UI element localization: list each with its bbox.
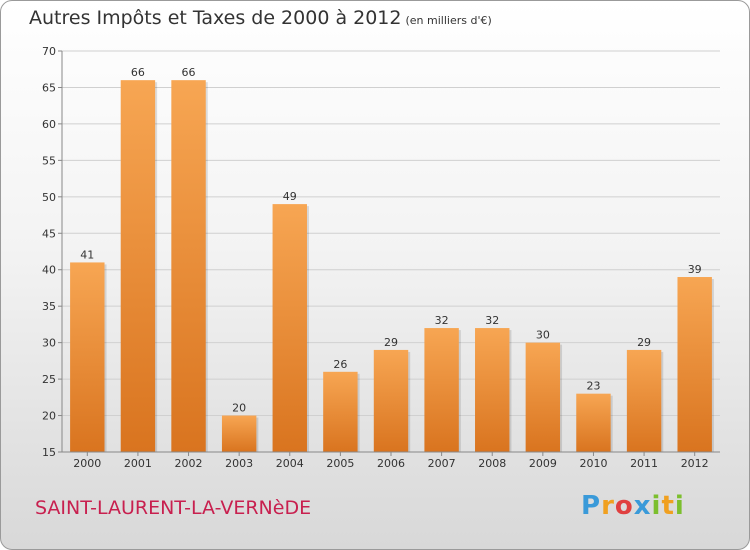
bar-2009 bbox=[525, 342, 561, 452]
value-label: 66 bbox=[182, 66, 196, 79]
bar-2002 bbox=[171, 80, 206, 452]
x-tick-label: 2006 bbox=[377, 457, 405, 470]
y-tick-label: 45 bbox=[42, 227, 56, 240]
commune-name: SAINT-LAURENT-LA-VERNèDE bbox=[35, 497, 312, 519]
value-label: 49 bbox=[283, 190, 297, 203]
bar-2008 bbox=[475, 328, 510, 452]
y-tick-label: 25 bbox=[42, 373, 56, 386]
x-tick-label: 2010 bbox=[579, 457, 607, 470]
proxiti-logo: Proxiti bbox=[581, 491, 685, 521]
y-tick-label: 40 bbox=[42, 264, 56, 277]
x-tick-label: 2008 bbox=[478, 457, 506, 470]
logo-letter: r bbox=[601, 491, 615, 521]
y-tick-label: 35 bbox=[42, 300, 56, 313]
bars: 41 66 66 20 49 26 29 32 32 30 23 29 39 bbox=[70, 66, 714, 452]
bar-2007 bbox=[424, 328, 459, 452]
value-label: 29 bbox=[384, 336, 398, 349]
value-label: 30 bbox=[536, 329, 550, 342]
bar-2006 bbox=[373, 349, 409, 452]
y-tick-label: 20 bbox=[42, 410, 56, 423]
value-label: 29 bbox=[637, 336, 651, 349]
chart-title: Autres Impôts et Taxes de 2000 à 2012 (en… bbox=[29, 7, 492, 29]
y-tick-label: 70 bbox=[42, 45, 56, 58]
y-tick-label: 55 bbox=[42, 154, 56, 167]
value-label: 26 bbox=[333, 358, 347, 371]
bar-2001 bbox=[120, 80, 156, 452]
bar-2010 bbox=[576, 393, 611, 452]
bar-2000 bbox=[70, 262, 105, 452]
logo-letter: o bbox=[614, 491, 634, 521]
unit-label: (en milliers d'€) bbox=[405, 14, 492, 27]
value-label: 39 bbox=[688, 263, 702, 276]
x-tick-label: 2011 bbox=[630, 457, 658, 470]
y-tick-label: 65 bbox=[42, 81, 56, 94]
y-tick-label: 50 bbox=[42, 191, 56, 204]
bar-2011 bbox=[626, 349, 662, 452]
y-tick-label: 15 bbox=[42, 446, 56, 459]
title-text: Autres Impôts et Taxes de 2000 à 2012 bbox=[29, 7, 402, 29]
x-tick-label: 2001 bbox=[124, 457, 152, 470]
x-tick-label: 2007 bbox=[428, 457, 456, 470]
logo-letter: i bbox=[651, 491, 662, 521]
value-label: 66 bbox=[131, 66, 145, 79]
y-tick-label: 60 bbox=[42, 118, 56, 131]
logo-letter: P bbox=[581, 491, 602, 521]
logo-letter: x bbox=[633, 491, 652, 521]
x-tick-label: 2002 bbox=[175, 457, 203, 470]
bar-2005 bbox=[323, 371, 358, 452]
value-label: 41 bbox=[80, 248, 94, 261]
x-tick-label: 2000 bbox=[73, 457, 101, 470]
logo-letter: i bbox=[674, 491, 685, 521]
bar-2004 bbox=[272, 204, 307, 452]
y-tick-label: 30 bbox=[42, 337, 56, 350]
bar-2003 bbox=[221, 415, 257, 452]
x-tick-label: 2004 bbox=[276, 457, 304, 470]
x-tick-label: 2005 bbox=[326, 457, 354, 470]
x-tick-label: 2012 bbox=[681, 457, 709, 470]
x-tick-label: 2003 bbox=[225, 457, 253, 470]
axes: 15 20 25 30 35 40 45 50 55 60 65 70 2000 2001 2002 2003… bbox=[42, 45, 720, 470]
value-label: 20 bbox=[232, 402, 246, 415]
value-label: 32 bbox=[485, 314, 499, 327]
value-label: 32 bbox=[435, 314, 449, 327]
value-label: 23 bbox=[586, 380, 600, 393]
logo-letter: t bbox=[661, 491, 675, 521]
bar-2012 bbox=[677, 277, 712, 452]
x-tick-label: 2009 bbox=[529, 457, 557, 470]
